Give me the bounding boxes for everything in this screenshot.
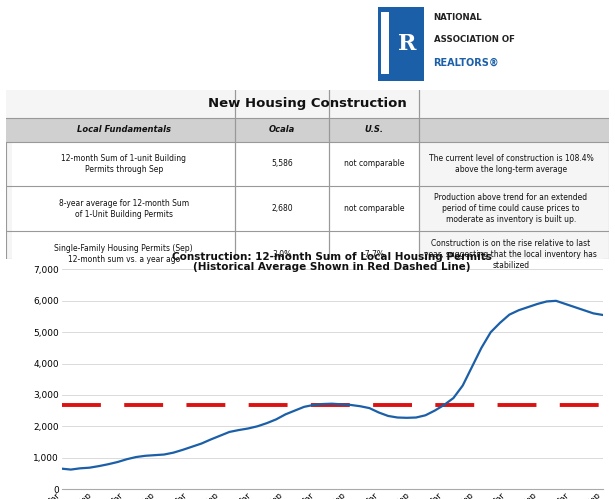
- Bar: [328, 232, 419, 277]
- Text: 8-year average for 12-month Sum
of 1-Unit Building Permits: 8-year average for 12-month Sum of 1-Uni…: [58, 199, 189, 219]
- Bar: [6, 118, 609, 142]
- Bar: [328, 186, 419, 232]
- Text: 12-month Sum of 1-unit Building
Permits through Sep: 12-month Sum of 1-unit Building Permits …: [61, 154, 186, 174]
- Bar: [12, 142, 235, 186]
- Text: R: R: [398, 33, 416, 55]
- Bar: [12, 186, 235, 232]
- FancyBboxPatch shape: [381, 12, 389, 74]
- Text: The current level of construction is 108.4%
above the long-term average: The current level of construction is 108…: [429, 154, 593, 174]
- Bar: [235, 186, 328, 232]
- Bar: [328, 142, 419, 186]
- Text: not comparable: not comparable: [344, 159, 404, 168]
- Text: New Housing Construction: New Housing Construction: [208, 97, 407, 110]
- Text: REALTORS®: REALTORS®: [434, 57, 499, 67]
- Text: -7.7%: -7.7%: [363, 250, 385, 259]
- Text: 2,680: 2,680: [271, 204, 293, 213]
- Text: NATIONAL: NATIONAL: [434, 13, 482, 22]
- Text: 3.0%: 3.0%: [272, 250, 292, 259]
- Text: 5,586: 5,586: [271, 159, 293, 168]
- Bar: [235, 142, 328, 186]
- Text: Ocala: Ocala: [269, 125, 295, 134]
- Bar: [12, 232, 235, 277]
- Text: Construction is on the rise relative to last
year, suggesting that the local inv: Construction is on the rise relative to …: [424, 239, 597, 270]
- Text: Construction: 12-month Sum of Local Housing Permits: Construction: 12-month Sum of Local Hous…: [172, 252, 492, 262]
- Text: Local Fundamentals: Local Fundamentals: [77, 125, 171, 134]
- Text: (Historical Average Shown in Red Dashed Line): (Historical Average Shown in Red Dashed …: [193, 262, 471, 272]
- Text: ASSOCIATION OF: ASSOCIATION OF: [434, 35, 515, 44]
- Bar: [419, 186, 603, 232]
- Text: U.S.: U.S.: [364, 125, 383, 134]
- Text: Production above trend for an extended
period of time could cause prices to
mode: Production above trend for an extended p…: [434, 193, 587, 224]
- Text: not comparable: not comparable: [344, 204, 404, 213]
- Text: Single-Family Housing Permits (Sep)
12-month sum vs. a year ago: Single-Family Housing Permits (Sep) 12-m…: [54, 245, 193, 264]
- Bar: [6, 90, 609, 118]
- Bar: [235, 232, 328, 277]
- Bar: [419, 142, 603, 186]
- Bar: [419, 232, 603, 277]
- FancyBboxPatch shape: [378, 7, 424, 81]
